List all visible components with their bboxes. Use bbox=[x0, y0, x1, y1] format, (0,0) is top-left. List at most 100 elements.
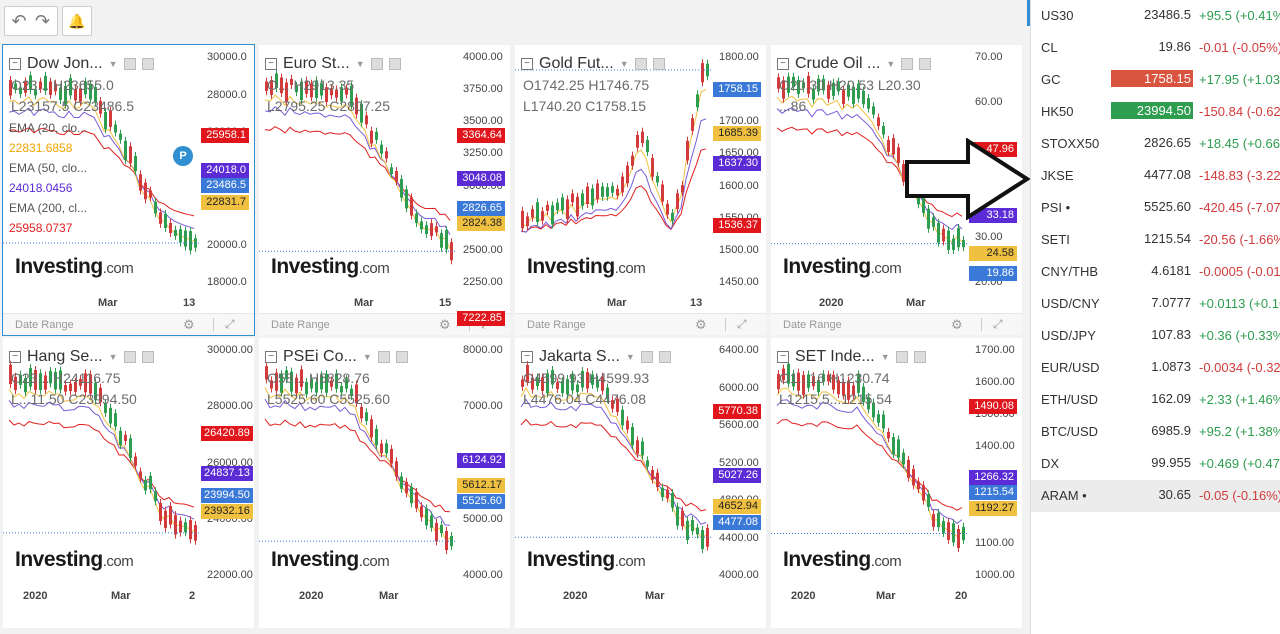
watchlist-row[interactable]: PSI • 5525.60 -420.45 (-7.07%) bbox=[1031, 192, 1280, 224]
gear-icon[interactable]: ⚙ bbox=[439, 317, 451, 332]
redo-button[interactable]: ↷ bbox=[28, 6, 58, 36]
chart-plot-area[interactable] bbox=[3, 45, 199, 293]
watchlist-symbol[interactable]: CNY/THB bbox=[1041, 264, 1099, 279]
settings-icon[interactable] bbox=[123, 58, 136, 70]
chart-title[interactable]: SET Inde... bbox=[795, 348, 875, 365]
collapse-icon[interactable]: − bbox=[521, 351, 533, 363]
watchlist-row[interactable]: USD/CNY 7.0777 +0.0113 (+0.16%) bbox=[1031, 288, 1280, 320]
watchlist-row[interactable]: DX 99.955 +0.469 (+0.47%) bbox=[1031, 448, 1280, 480]
settings-icon[interactable] bbox=[640, 351, 653, 363]
chart-plot-area[interactable] bbox=[259, 338, 455, 586]
watchlist-symbol[interactable]: US30 bbox=[1041, 8, 1074, 23]
watchlist-symbol[interactable]: DX bbox=[1041, 456, 1060, 471]
chart-plot-area[interactable] bbox=[3, 338, 199, 586]
chevron-down-icon[interactable]: ▼ bbox=[625, 352, 635, 362]
gear-icon[interactable] bbox=[919, 58, 932, 70]
chart-panel[interactable]: − Gold Fut... ▼ O1742.25 H1746.75 L1740.20 C… bbox=[515, 45, 766, 335]
collapse-icon[interactable]: − bbox=[777, 351, 789, 363]
chart-title[interactable]: Euro St... bbox=[283, 55, 350, 72]
collapse-icon[interactable]: − bbox=[265, 58, 277, 70]
chevron-down-icon[interactable]: ▼ bbox=[880, 352, 890, 362]
settings-icon[interactable] bbox=[370, 58, 383, 70]
settings-icon[interactable] bbox=[377, 351, 390, 363]
y-axis[interactable]: 30000.0028000.0026000.0024000.0022000.00… bbox=[199, 338, 254, 586]
expand-icon[interactable]: ⤢ bbox=[993, 317, 1003, 331]
gear-icon[interactable] bbox=[388, 58, 401, 70]
date-range-button[interactable]: Date Range bbox=[271, 319, 330, 331]
x-axis[interactable]: 2020 Mar bbox=[771, 293, 1022, 313]
chevron-down-icon[interactable]: ▼ bbox=[108, 352, 118, 362]
y-axis[interactable]: 1700.001600.001500.001400.001300.001200.… bbox=[967, 338, 1022, 586]
indicator-label[interactable]: EMA (50, clo... bbox=[9, 161, 88, 175]
watchlist-row[interactable]: EUR/USD 1.0873 -0.0034 (-0.32%) bbox=[1031, 352, 1280, 384]
gear-icon[interactable] bbox=[141, 58, 154, 70]
watchlist-row[interactable]: USD/JPY 107.83 +0.36 (+0.33%) bbox=[1031, 320, 1280, 352]
collapse-icon[interactable]: − bbox=[9, 351, 21, 363]
expand-icon[interactable]: ⤢ bbox=[737, 317, 747, 331]
watchlist-row[interactable]: ARAM • 30.65 -0.05 (-0.16%) bbox=[1031, 480, 1280, 512]
x-axis[interactable]: Mar 13 bbox=[515, 293, 766, 313]
watchlist-symbol[interactable]: ETH/USD bbox=[1041, 392, 1099, 407]
gear-icon[interactable]: ⚙ bbox=[183, 317, 195, 332]
chart-title[interactable]: Jakarta S... bbox=[539, 348, 620, 365]
watchlist-row[interactable]: GC 1758.15 +17.95 (+1.03%) bbox=[1031, 64, 1280, 96]
collapse-icon[interactable]: − bbox=[521, 58, 533, 70]
settings-icon[interactable] bbox=[123, 351, 136, 363]
watchlist-symbol[interactable]: USD/JPY bbox=[1041, 328, 1096, 343]
chart-panel[interactable]: − SET Inde... ▼ O1...16 H1230.74 L1215.5...1… bbox=[771, 338, 1022, 628]
watchlist-symbol[interactable]: EUR/USD bbox=[1041, 360, 1100, 375]
watchlist-symbol[interactable]: CL bbox=[1041, 40, 1058, 55]
y-axis[interactable]: 6400.006000.005600.005200.004800.004400.… bbox=[711, 338, 766, 586]
chart-panel[interactable]: − Euro St... ▼ O... H2913.35 L2795.25 C2807.… bbox=[259, 45, 510, 335]
watchlist-symbol[interactable]: STOXX50 bbox=[1041, 136, 1100, 151]
x-axis[interactable]: 2020 Mar bbox=[259, 586, 510, 606]
date-range-button[interactable]: Date Range bbox=[783, 319, 842, 331]
watchlist-row[interactable]: US30 23486.5 +95.5 (+0.41%) bbox=[1031, 0, 1280, 32]
chart-title[interactable]: Crude Oil ... bbox=[795, 55, 881, 72]
y-axis[interactable]: 30000.028000.026000.024000.022000.020000… bbox=[199, 45, 254, 293]
y-axis[interactable]: 1800.001750.001700.001650.001600.001550.… bbox=[711, 45, 766, 293]
chevron-down-icon[interactable]: ▼ bbox=[362, 352, 372, 362]
add-alert-button[interactable]: 🔔 bbox=[62, 6, 92, 36]
gear-icon[interactable] bbox=[395, 351, 408, 363]
gear-icon[interactable] bbox=[913, 351, 926, 363]
chart-plot-area[interactable] bbox=[771, 338, 967, 586]
watchlist-symbol[interactable]: SETI bbox=[1041, 232, 1070, 247]
chevron-down-icon[interactable]: ▼ bbox=[619, 59, 629, 69]
chart-panel[interactable]: − Dow Jon... ▼ O23... H23655.0 L23157.5 C234… bbox=[2, 44, 255, 336]
gear-icon[interactable] bbox=[141, 351, 154, 363]
watchlist-row[interactable]: SETI 1215.54 -20.56 (-1.66%) bbox=[1031, 224, 1280, 256]
gear-icon[interactable] bbox=[652, 58, 665, 70]
gear-icon[interactable]: ⚙ bbox=[695, 317, 707, 332]
watchlist-row[interactable]: CNY/THB 4.6181 -0.0005 (-0.01%) bbox=[1031, 256, 1280, 288]
chart-plot-area[interactable] bbox=[515, 45, 711, 293]
watchlist-symbol[interactable]: ARAM • bbox=[1041, 488, 1087, 503]
watchlist-row[interactable]: STOXX50 2826.65 +18.45 (+0.66%) bbox=[1031, 128, 1280, 160]
settings-icon[interactable] bbox=[901, 58, 914, 70]
y-axis[interactable]: 8000.007000.006000.005000.004000.007222.… bbox=[455, 311, 510, 586]
x-axis[interactable]: Mar 13 bbox=[3, 293, 254, 313]
watchlist-symbol[interactable]: JKSE bbox=[1041, 168, 1074, 183]
indicator-label[interactable]: EMA (20, clo... bbox=[9, 121, 88, 135]
chart-panel[interactable]: − Jakarta S... ▼ O4599.93 H4599.93 L4476.04 … bbox=[515, 338, 766, 628]
watchlist-symbol[interactable]: GC bbox=[1041, 72, 1061, 87]
watchlist-symbol[interactable]: PSI • bbox=[1041, 200, 1071, 215]
chart-panel[interactable]: − Hang Se... ▼ O23... H24116.75 L...11.50 C2… bbox=[3, 338, 254, 628]
x-axis[interactable]: 2020 Mar 2 bbox=[3, 586, 254, 606]
collapse-icon[interactable]: − bbox=[265, 351, 277, 363]
chart-title[interactable]: Hang Se... bbox=[27, 348, 103, 365]
watchlist-row[interactable]: ETH/USD 162.09 +2.33 (+1.46%) bbox=[1031, 384, 1280, 416]
chevron-down-icon[interactable]: ▼ bbox=[886, 59, 896, 69]
date-range-button[interactable]: Date Range bbox=[15, 319, 74, 331]
watchlist-row[interactable]: CL 19.86 -0.01 (-0.05%) bbox=[1031, 32, 1280, 64]
gear-icon[interactable] bbox=[658, 351, 671, 363]
chart-title[interactable]: PSEi Co... bbox=[283, 348, 357, 365]
indicator-label[interactable]: EMA (200, cl... bbox=[9, 201, 88, 215]
watchlist-row[interactable]: JKSE 4477.08 -148.83 (-3.22%) bbox=[1031, 160, 1280, 192]
watchlist-symbol[interactable]: BTC/USD bbox=[1041, 424, 1099, 439]
gear-icon[interactable]: ⚙ bbox=[951, 317, 963, 332]
x-axis[interactable]: 2020 Mar 20 bbox=[771, 586, 1022, 606]
chevron-down-icon[interactable]: ▼ bbox=[355, 59, 365, 69]
watchlist-row[interactable]: HK50 23994.50 -150.84 (-0.62%) bbox=[1031, 96, 1280, 128]
collapse-icon[interactable]: − bbox=[777, 58, 789, 70]
